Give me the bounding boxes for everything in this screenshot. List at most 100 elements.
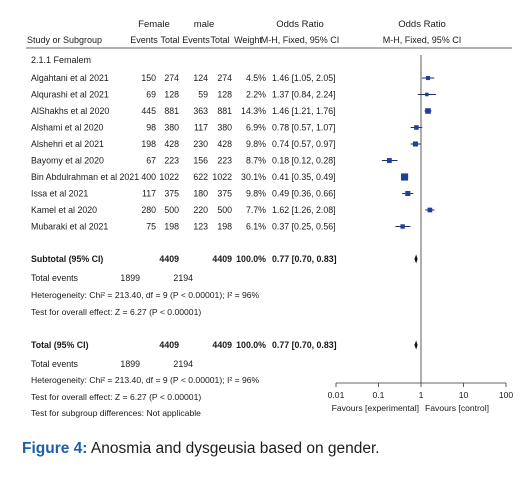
study-row: AlShakhs et al 2020 445 881 363 881 14.3% 1.46… [31, 106, 432, 116]
study-e1: 67 [146, 156, 156, 166]
study-e2: 622 [193, 172, 208, 182]
study-row: Mubaraki et al 2021 75 198 123 198 6.1% 0.37 [… [31, 222, 411, 232]
study-n2: 1022 [212, 172, 232, 182]
study-point-estimate [405, 190, 411, 197]
study-n2: 274 [217, 73, 232, 83]
study-ci-text: 0.18 [0.12, 0.28] [272, 156, 336, 166]
study-n1: 375 [164, 189, 179, 199]
subtotal-events-e1: 1899 [120, 273, 140, 283]
study-name: Bayomy et al 2020 [31, 156, 104, 166]
study-weight: 6.1% [246, 222, 266, 232]
subtotal-n1: 4409 [159, 254, 179, 264]
study-name: Issa et al 2021 [31, 189, 88, 199]
header-method: M-H, Fixed, 95% CI [261, 35, 340, 45]
x-tick-label: 0.01 [328, 390, 345, 400]
study-e2: 59 [198, 90, 208, 100]
study-n1: 428 [164, 139, 179, 149]
study-ci-text: 1.62 [1.26, 2.08] [272, 205, 336, 215]
study-e1: 400 [141, 172, 156, 182]
total-events-label: Total events [31, 359, 79, 369]
total-events-e1: 1899 [120, 359, 140, 369]
caption-label: Figure 4: [22, 440, 88, 457]
study-n1: 274 [164, 73, 179, 83]
header-events2: Events [182, 35, 210, 45]
header-odds-ratio-plot: Odds Ratio [398, 19, 446, 30]
study-ci-text: 0.41 [0.35, 0.49] [272, 172, 336, 182]
study-n2: 375 [217, 189, 232, 199]
header-total2: Total [210, 35, 229, 45]
study-e2: 180 [193, 189, 208, 199]
study-n2: 428 [217, 139, 232, 149]
study-n1: 380 [164, 123, 179, 133]
favours-left: Favours [experimental] [332, 403, 419, 413]
study-weight: 9.8% [246, 139, 266, 149]
study-e2: 220 [193, 205, 208, 215]
study-e2: 230 [193, 139, 208, 149]
x-axis-ticks: 0.01 0.1 1 10 100 [328, 383, 514, 400]
study-ci-text: 1.37 [0.84, 2.24] [272, 90, 336, 100]
study-point-estimate [386, 158, 392, 163]
study-point-estimate [427, 207, 433, 213]
study-n2: 380 [217, 123, 232, 133]
study-point-estimate [400, 224, 405, 229]
favours-right: Favours [control] [425, 403, 489, 413]
total-ci: 0.77 [0.70, 0.83] [272, 340, 337, 350]
subtotal-diamond [414, 254, 418, 264]
forest-plot: Female male Odds Ratio Odds Ratio Study … [26, 19, 514, 418]
study-name: Alqurashi et al 2021 [31, 90, 109, 100]
subtotal-events-e2: 2194 [173, 273, 193, 283]
subtotal-heterogeneity: Heterogeneity: Chi² = 213.40, df = 9 (P … [31, 290, 260, 300]
header-weight: Weight [234, 35, 262, 45]
study-row: Kamel et al 2020 280 500 220 500 7.7% 1.62 [1.… [31, 205, 435, 215]
total-n2: 4409 [212, 340, 232, 350]
header-odds-ratio: Odds Ratio [276, 19, 324, 30]
total-heterogeneity: Heterogeneity: Chi² = 213.40, df = 9 (P … [31, 375, 260, 385]
study-point-estimate [400, 173, 409, 181]
study-e1: 69 [146, 90, 156, 100]
total-n1: 4409 [159, 340, 179, 350]
study-name: Alshehri et al 2021 [31, 139, 104, 149]
study-point-estimate [425, 92, 429, 97]
header-events1: Events [130, 35, 158, 45]
x-tick-label: 0.1 [373, 390, 385, 400]
study-e2: 117 [194, 123, 208, 133]
study-weight: 9.8% [246, 189, 266, 199]
study-weight: 14.3% [241, 106, 266, 116]
study-row: Issa et al 2021 117 375 180 375 9.8% 0.49 [0.3… [31, 189, 414, 199]
header-method-plot: M-H, Fixed, 95% CI [383, 35, 462, 45]
study-row: Algahtani et al 2021 150 274 124 274 4.5% 1.46… [31, 73, 435, 83]
figure-caption: Figure 4: Anosmia and dysgeusia based on… [22, 440, 380, 458]
subtotal-ci: 0.77 [0.70, 0.83] [272, 254, 337, 264]
study-ci-text: 1.46 [1.21, 1.76] [272, 106, 336, 116]
subgroup-differences: Test for subgroup differences: Not appli… [31, 408, 201, 418]
study-n2: 881 [217, 106, 232, 116]
study-row: Alshehri et al 2021 198 428 230 428 9.8% 0.74 … [31, 139, 421, 149]
study-ci-text: 0.37 [0.25, 0.56] [272, 222, 336, 232]
study-e2: 124 [193, 73, 208, 83]
total-weight: 100.0% [236, 340, 266, 350]
study-e2: 156 [193, 156, 208, 166]
study-ci-text: 1.46 [1.05, 2.05] [272, 73, 336, 83]
caption-text: Anosmia and dysgeusia based on gender. [90, 440, 380, 457]
study-n1: 198 [164, 222, 179, 232]
subtotal-test: Test for overall effect: Z = 6.27 (P < 0… [31, 307, 201, 317]
x-tick-label: 100 [499, 390, 514, 400]
study-e2: 363 [193, 106, 208, 116]
subgroup-title: 2.1.1 Femalem [31, 55, 91, 65]
total-label: Total (95% CI) [31, 340, 89, 350]
study-e1: 280 [141, 205, 156, 215]
study-n2: 500 [217, 205, 232, 215]
study-ci-text: 0.78 [0.57, 1.07] [272, 123, 336, 133]
study-row: Alqurashi et al 2021 69 128 59 128 2.2% 1.37 [… [31, 90, 436, 100]
study-rows: Algahtani et al 2021 150 274 124 274 4.5% 1.46… [31, 73, 436, 232]
study-n1: 1022 [159, 172, 179, 182]
study-e1: 98 [146, 123, 156, 133]
study-weight: 8.7% [246, 156, 266, 166]
study-weight: 7.7% [246, 205, 266, 215]
x-tick-label: 10 [459, 390, 469, 400]
header-group1: Female [138, 19, 170, 30]
subtotal-n2: 4409 [212, 254, 232, 264]
study-n1: 223 [164, 156, 179, 166]
study-point-estimate [425, 108, 431, 114]
study-e1: 445 [141, 106, 156, 116]
